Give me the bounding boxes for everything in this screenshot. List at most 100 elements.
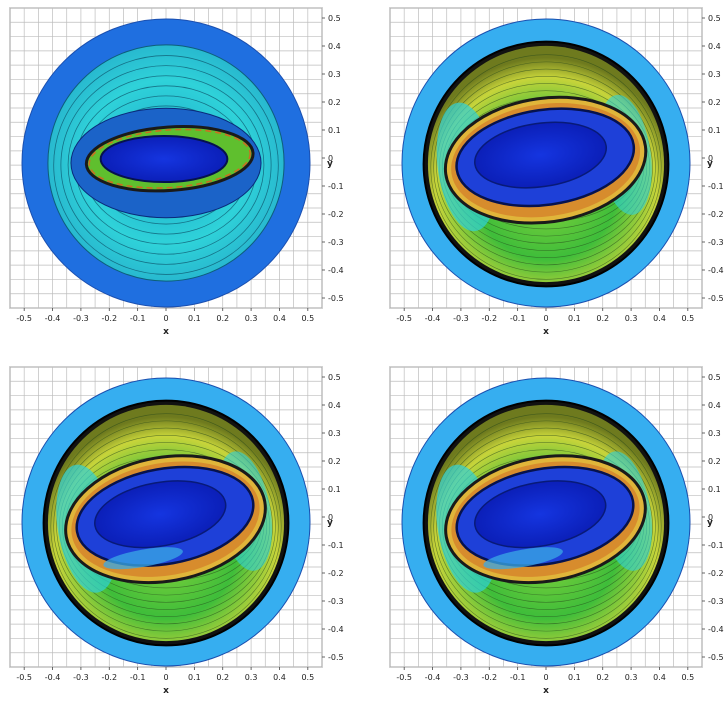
y-tick-label: -0.5 — [328, 653, 344, 662]
contour-line — [53, 420, 279, 632]
panel-bottom-right: -0.5 -0.4 -0.3 -0.2 -0.1 0 0.1 0.2 0.3 0.4 0.5 x 0.5… — [389, 366, 724, 696]
panel-bottom-left: -0.5 -0.4 -0.3 -0.2 -0.1 0 0.1 0.2 0.3 0.4 0.5 x 0.5… — [9, 366, 344, 696]
y-tick-label: -0.5 — [328, 294, 344, 303]
y-tick-label: 0.4 — [708, 42, 721, 51]
x-tick-label: 0 — [163, 673, 168, 682]
x-tick-label: -0.5 — [16, 673, 32, 682]
contour-line — [67, 75, 265, 255]
y-tick-label: 0.4 — [328, 42, 341, 51]
y-tick-label: 0.1 — [708, 126, 721, 135]
y-tick-label: 0 — [328, 513, 333, 522]
flow-field — [422, 399, 670, 647]
x-tick-label: 0.1 — [568, 673, 581, 682]
contour-line — [433, 420, 659, 632]
x-tick-label: 0.1 — [568, 314, 581, 323]
y-tick-label: -0.2 — [708, 569, 724, 578]
x-tick-label: -0.1 — [510, 673, 526, 682]
y-tick-label: 0.2 — [328, 98, 341, 107]
blue-core — [474, 480, 607, 549]
x-tick-label: 0.2 — [596, 314, 609, 323]
y-tick-label: -0.3 — [708, 238, 724, 247]
x-tick-label: 0.3 — [245, 314, 258, 323]
y-tick-label: -0.3 — [328, 597, 344, 606]
x-tick-label: -0.4 — [425, 314, 441, 323]
y-tick-label: -0.4 — [708, 625, 724, 634]
y-tick-label: -0.2 — [328, 569, 344, 578]
x-tick-label: 0.3 — [625, 673, 638, 682]
y-tick-label: -0.4 — [708, 266, 724, 275]
x-tick-label: -0.1 — [130, 673, 146, 682]
x-tick-label: 0 — [543, 314, 548, 323]
x-tick-label: -0.4 — [425, 673, 441, 682]
flow-field — [47, 44, 285, 282]
contour-line — [60, 65, 272, 265]
x-tick-label: -0.2 — [481, 673, 497, 682]
y-tick-labels: 0.5 0.4 0.3 0.2 0.1 0 -0.1 -0.2 -0.3 -0.4 -0.5 — [322, 373, 344, 662]
x-axis-label: x — [543, 327, 549, 337]
x-tick-label: -0.3 — [453, 314, 469, 323]
contour-line — [56, 427, 276, 625]
contour-line — [433, 61, 659, 273]
y-tick-label: 0 — [708, 154, 713, 163]
x-tick-label: 0.5 — [301, 314, 314, 323]
y-tick-labels: 0.5 0.4 0.3 0.2 0.1 0 -0.1 -0.2 -0.3 -0.4 -0.5 — [702, 14, 724, 303]
x-axis-label: x — [543, 686, 549, 696]
x-tick-label: 0.4 — [653, 314, 666, 323]
x-tick-labels: -0.5 -0.4 -0.3 -0.2 -0.1 0 0.1 0.2 0.3 0.4 0.5 — [396, 308, 694, 323]
y-tick-label: -0.3 — [328, 238, 344, 247]
x-tick-label: -0.3 — [73, 673, 89, 682]
panel-top-right: -0.5 -0.4 -0.3 -0.2 -0.1 0 0.1 0.2 0.3 0.4 0.5 x 0.5… — [389, 7, 724, 337]
y-tick-label: 0.4 — [328, 401, 341, 410]
x-tick-label: 0.4 — [273, 673, 286, 682]
x-tick-label: 0.2 — [216, 673, 229, 682]
x-tick-labels: -0.5 -0.4 -0.3 -0.2 -0.1 0 0.1 0.2 0.3 0.4 0.5 — [16, 308, 314, 323]
y-tick-label: 0.5 — [708, 14, 721, 23]
x-tick-label: 0.2 — [596, 673, 609, 682]
contour-line — [50, 413, 282, 639]
y-tick-label: 0.5 — [708, 373, 721, 382]
x-tick-label: 0.1 — [188, 314, 201, 323]
x-tick-label: -0.5 — [396, 673, 412, 682]
x-axis-label: x — [163, 327, 169, 337]
x-tick-label: 0 — [543, 673, 548, 682]
x-tick-label: -0.3 — [73, 314, 89, 323]
x-tick-labels: -0.5 -0.4 -0.3 -0.2 -0.1 0 0.1 0.2 0.3 0.4 0.5 — [16, 667, 314, 682]
contour-line — [430, 413, 662, 639]
y-tick-label: -0.2 — [328, 210, 344, 219]
blue-core — [94, 480, 227, 549]
x-tick-label: 0.5 — [681, 673, 694, 682]
y-tick-labels: 0.5 0.4 0.3 0.2 0.1 0 -0.1 -0.2 -0.3 -0.4 -0.5 — [322, 14, 344, 303]
y-axis-label: y — [707, 159, 713, 169]
x-tick-label: -0.5 — [396, 314, 412, 323]
y-tick-label: -0.5 — [708, 653, 724, 662]
x-tick-label: -0.5 — [16, 314, 32, 323]
y-axis-label: y — [327, 518, 333, 528]
x-tick-label: 0.1 — [188, 673, 201, 682]
blue-core — [474, 121, 608, 189]
y-axis-label: y — [327, 159, 333, 169]
y-tick-label: 0.2 — [708, 457, 721, 466]
x-tick-label: -0.1 — [510, 314, 526, 323]
y-tick-label: 0 — [328, 154, 333, 163]
panel-top-left: -0.5 -0.4 -0.3 -0.2 -0.1 0 0.1 0.2 0.3 0.4 0.5 x 0.5… — [9, 7, 344, 337]
y-tick-label: -0.5 — [708, 294, 724, 303]
y-tick-label: -0.1 — [328, 541, 344, 550]
y-tick-label: 0.1 — [328, 126, 341, 135]
x-tick-label: -0.2 — [481, 314, 497, 323]
x-axis-label: x — [163, 686, 169, 696]
y-tick-label: 0.4 — [708, 401, 721, 410]
blue-core — [99, 134, 229, 184]
light-blue-streak — [483, 547, 563, 570]
y-tick-label: 0.3 — [708, 429, 721, 438]
x-tick-label: 0.4 — [653, 673, 666, 682]
x-tick-label: 0.5 — [301, 673, 314, 682]
contour-line — [53, 55, 279, 275]
contour-line — [430, 54, 662, 280]
y-tick-label: -0.4 — [328, 625, 344, 634]
y-tick-labels: 0.5 0.4 0.3 0.2 0.1 0 -0.1 -0.2 -0.3 -0.4 -0.5 — [702, 373, 724, 662]
y-tick-label: 0.3 — [328, 429, 341, 438]
y-tick-label: 0.1 — [708, 485, 721, 494]
y-tick-label: -0.1 — [708, 541, 724, 550]
x-tick-label: -0.4 — [45, 673, 61, 682]
